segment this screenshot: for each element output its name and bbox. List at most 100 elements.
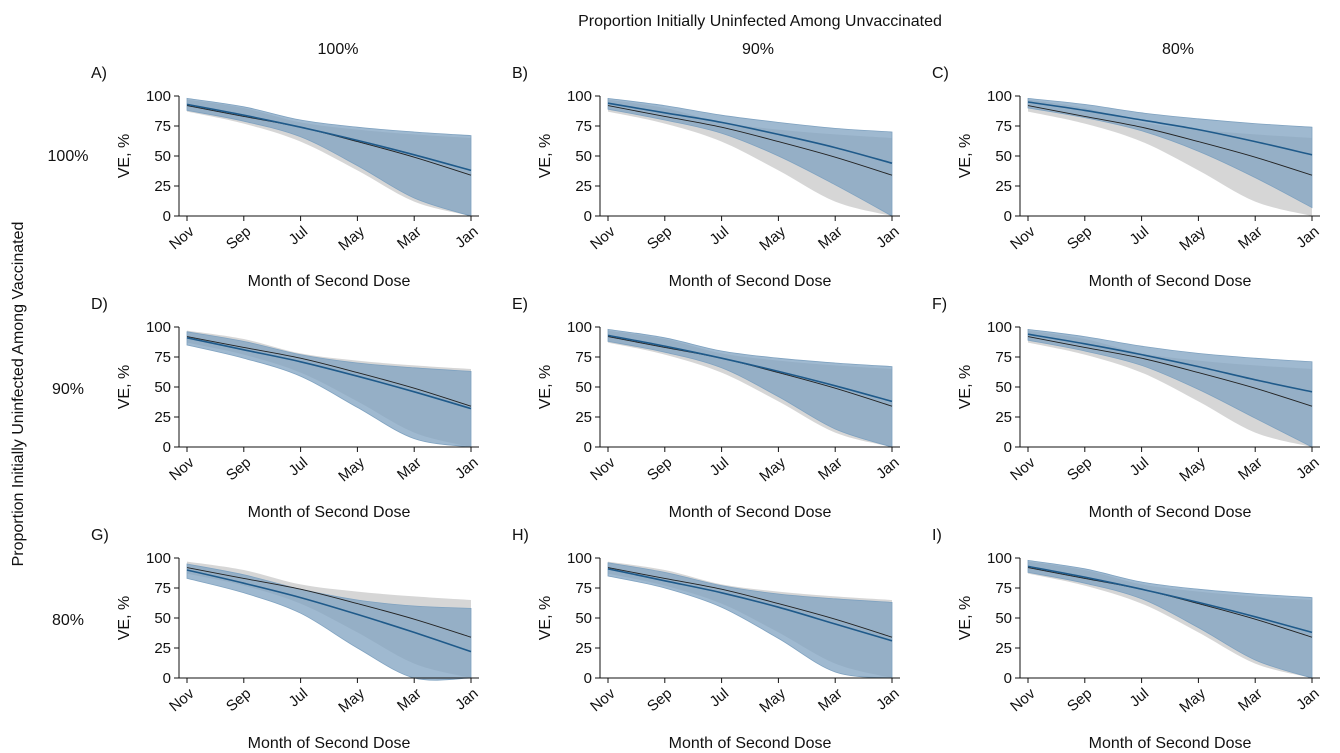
y-tick-label: 100 xyxy=(146,88,171,105)
x-tick-label: Mar xyxy=(815,223,846,253)
y-tick-label: 100 xyxy=(987,319,1012,336)
x-tick-label: Mar xyxy=(1235,685,1266,715)
x-tick-label: Jan xyxy=(452,454,481,483)
y-tick-label: 100 xyxy=(567,319,592,336)
x-tick-label: Sep xyxy=(644,454,675,484)
y-tick-label: 50 xyxy=(154,148,171,165)
y-axis-label: VE, % xyxy=(116,596,133,640)
x-axis-label: Month of Second Dose xyxy=(669,273,832,290)
estimate-ci-band xyxy=(607,328,893,448)
y-tick-label: 100 xyxy=(567,550,592,567)
reference-ci-band xyxy=(1028,99,1312,216)
x-tick-label: Nov xyxy=(587,223,619,253)
y-tick-label: 0 xyxy=(584,208,592,225)
y-tick-label: 75 xyxy=(154,349,171,366)
x-tick-label: Nov xyxy=(587,454,619,484)
chart-panel: 0 25 50 75 100 Nov Sep Jul May Mar Jan VE, % Month o… xyxy=(512,527,903,752)
x-tick-label: Sep xyxy=(223,223,254,253)
x-tick-label: Jul xyxy=(1127,223,1153,248)
estimate-ci-band xyxy=(186,563,472,681)
panels: 0 25 50 75 100 Nov Sep Jul May Mar Jan VE, % Month o… xyxy=(91,65,1323,752)
x-axis-label: Month of Second Dose xyxy=(248,735,411,752)
x-tick-label: Mar xyxy=(815,454,846,484)
x-axis-label: Month of Second Dose xyxy=(1089,735,1252,752)
y-tick-label: 75 xyxy=(575,349,592,366)
column-label-2: 90% xyxy=(742,41,774,58)
panel-label: E) xyxy=(512,296,528,313)
y-axis-label: VE, % xyxy=(957,134,974,178)
y-tick-label: 50 xyxy=(154,610,171,627)
y-tick-label: 50 xyxy=(995,379,1012,396)
x-tick-label: Jan xyxy=(1293,223,1322,252)
chart-panel: 0 25 50 75 100 Nov Sep Jul May Mar Jan VE, % Month o… xyxy=(91,296,482,521)
x-axis-label: Month of Second Dose xyxy=(669,504,832,521)
x-tick-label: Jan xyxy=(873,454,902,483)
x-axis-label: Month of Second Dose xyxy=(248,273,411,290)
y-tick-label: 50 xyxy=(995,610,1012,627)
y-tick-label: 25 xyxy=(995,640,1012,657)
x-tick-label: May xyxy=(335,223,368,255)
panel-label: G) xyxy=(91,527,109,544)
y-axis-label: VE, % xyxy=(116,365,133,409)
y-tick-label: 100 xyxy=(567,88,592,105)
x-tick-label: Jul xyxy=(707,454,733,479)
y-tick-label: 0 xyxy=(1004,208,1012,225)
x-tick-label: Sep xyxy=(1064,454,1095,484)
panel-label: A) xyxy=(91,65,107,82)
y-tick-label: 0 xyxy=(1004,670,1012,687)
x-tick-label: Jul xyxy=(707,223,733,248)
panel-label: D) xyxy=(91,296,108,313)
x-axis-label: Month of Second Dose xyxy=(248,504,411,521)
y-axis-label: VE, % xyxy=(957,365,974,409)
panel-label: I) xyxy=(932,527,942,544)
chart-panel: 0 25 50 75 100 Nov Sep Jul May Mar Jan VE, % Month o… xyxy=(512,65,903,290)
y-tick-label: 100 xyxy=(987,550,1012,567)
chart-panel: 0 25 50 75 100 Nov Sep Jul May Mar Jan VE, % Month o… xyxy=(512,296,903,521)
y-axis-label: VE, % xyxy=(537,596,554,640)
reference-series-line xyxy=(1027,336,1313,407)
x-tick-label: Mar xyxy=(394,454,425,484)
x-tick-label: Nov xyxy=(587,685,619,715)
estimate-series-line xyxy=(607,334,893,403)
chart-panel: 0 25 50 75 100 Nov Sep Jul May Mar Jan VE, % Month o… xyxy=(91,65,482,290)
reference-ci-band xyxy=(608,99,892,216)
y-axis-label: VE, % xyxy=(957,596,974,640)
estimate-ci-band xyxy=(1027,559,1313,679)
x-tick-label: Jan xyxy=(452,223,481,252)
chart-panel: 0 25 50 75 100 Nov Sep Jul May Mar Jan VE, % Month o… xyxy=(932,296,1323,521)
x-tick-label: Sep xyxy=(223,685,254,715)
y-tick-label: 25 xyxy=(575,409,592,426)
x-tick-label: May xyxy=(756,223,789,255)
x-tick-label: May xyxy=(1176,685,1209,717)
x-axis-label: Month of Second Dose xyxy=(1089,504,1252,521)
x-tick-label: Mar xyxy=(815,685,846,715)
y-tick-label: 0 xyxy=(163,670,171,687)
estimate-series-line xyxy=(607,102,893,164)
panel-label: H) xyxy=(512,527,529,544)
reference-ci-band xyxy=(1028,330,1312,447)
x-axis-label: Month of Second Dose xyxy=(669,735,832,752)
estimate-ci-band xyxy=(1027,97,1313,209)
x-tick-label: May xyxy=(335,454,368,486)
reference-series-line xyxy=(186,336,472,407)
x-tick-label: May xyxy=(1176,223,1209,255)
reference-series-line xyxy=(186,567,472,638)
y-tick-label: 0 xyxy=(1004,439,1012,456)
panel-label: C) xyxy=(932,65,949,82)
estimate-series-line xyxy=(1027,101,1313,156)
x-tick-label: Jan xyxy=(1293,454,1322,483)
x-tick-label: Nov xyxy=(166,454,198,484)
y-tick-label: 75 xyxy=(575,118,592,135)
estimate-series-line xyxy=(186,103,472,172)
x-tick-label: Sep xyxy=(644,223,675,253)
x-tick-label: Mar xyxy=(394,685,425,715)
x-tick-label: Mar xyxy=(1235,454,1266,484)
x-tick-label: Jan xyxy=(873,223,902,252)
estimate-ci-band xyxy=(607,562,893,679)
y-tick-label: 0 xyxy=(163,439,171,456)
y-tick-label: 25 xyxy=(154,640,171,657)
estimate-series-line xyxy=(1027,565,1313,634)
y-tick-label: 50 xyxy=(995,148,1012,165)
column-label-1: 100% xyxy=(318,41,359,58)
